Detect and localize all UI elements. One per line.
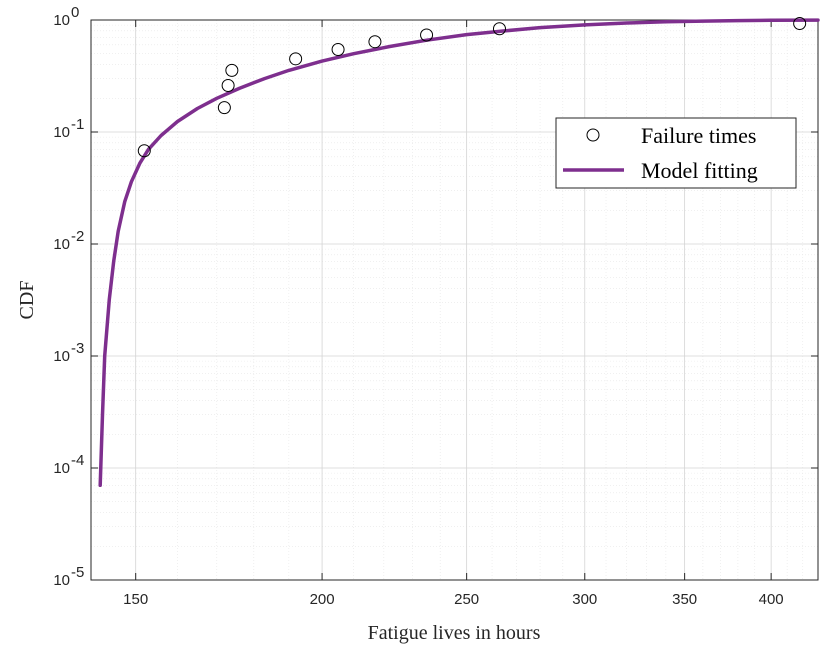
legend: Failure times Model fitting (555, 117, 797, 189)
model-fitting-curve (98, 18, 820, 488)
y-tick-label: 10 (53, 124, 70, 141)
plot-frame (90, 19, 819, 581)
y-tick-label-exponent: 0 (71, 4, 79, 21)
y-tick-label: 10 (53, 236, 70, 253)
y-tick-label-exponent: -3 (71, 340, 84, 357)
failure-time-point (221, 79, 235, 93)
x-tick-label: 300 (572, 591, 597, 608)
legend-label-failure-times: Failure times (641, 123, 756, 148)
y-tick-label: 10 (53, 12, 70, 29)
y-tick-label-exponent: -2 (71, 228, 84, 245)
y-tick-label-exponent: -1 (71, 116, 84, 133)
y-tick-label-exponent: -5 (71, 564, 84, 581)
series-layer (98, 17, 820, 488)
failure-time-point (420, 28, 434, 42)
failure-time-point (217, 101, 231, 115)
x-tick-label: 350 (672, 591, 697, 608)
plot-background (91, 20, 818, 580)
y-tick-label-exponent: -4 (71, 452, 84, 469)
x-tick-label: 150 (123, 591, 148, 608)
legend-label-model-fitting: Model fitting (641, 158, 758, 183)
failure-time-point (368, 35, 382, 49)
x-tick-labels: 150 200 250 300 350 400 (123, 591, 783, 608)
x-tick-label: 200 (310, 591, 335, 608)
x-tick-label: 250 (454, 591, 479, 608)
failure-time-point (137, 144, 151, 158)
y-tick-label: 10 (53, 348, 70, 365)
y-tick-label: 10 (53, 460, 70, 477)
y-axis-title: CDF (16, 281, 38, 320)
x-axis-title: Fatigue lives in hours (368, 622, 541, 644)
legend-marker-failure-times (586, 128, 600, 142)
minor-grid (90, 20, 819, 580)
failure-time-point (289, 52, 303, 66)
x-tick-label: 400 (759, 591, 784, 608)
failure-time-point (492, 22, 506, 36)
y-tick-label: 10 (53, 572, 70, 589)
failure-time-point (793, 17, 807, 31)
failure-time-point (225, 63, 239, 77)
failure-time-point (331, 43, 345, 57)
